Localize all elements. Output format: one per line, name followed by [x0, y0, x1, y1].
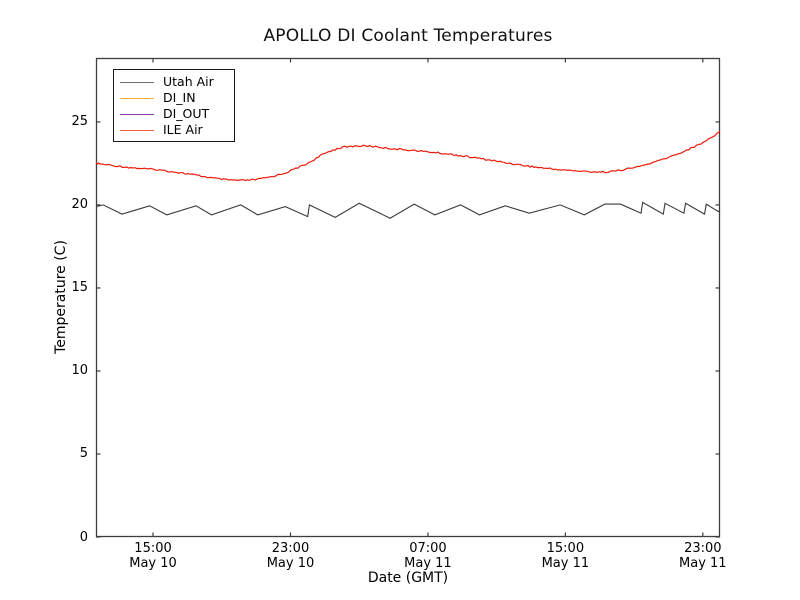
- y-tick-label: 10: [71, 363, 88, 379]
- legend-item-di-out: DI_OUT: [120, 106, 228, 122]
- x-tick-date: May 10: [266, 556, 315, 571]
- x-tick-date: May 11: [404, 556, 452, 571]
- legend-line-sample: [120, 97, 154, 99]
- legend-line-sample: [120, 113, 154, 115]
- chart-title: APOLLO DI Coolant Temperatures: [263, 26, 553, 46]
- x-tick-time: 23:00: [271, 541, 310, 556]
- plot-border: [95, 57, 721, 538]
- x-tick-date: May 10: [129, 556, 177, 571]
- x-tick-date: May 11: [679, 556, 727, 571]
- legend-line-sample: [120, 129, 154, 131]
- x-tick-time: 15:00: [546, 541, 585, 556]
- y-tick-label: 0: [79, 529, 88, 545]
- x-tick-time: 15:00: [134, 541, 172, 556]
- x-tick-time: 23:00: [684, 541, 722, 556]
- y-tick-label: 20: [71, 197, 88, 213]
- x-tick-time: 07:00: [409, 541, 447, 556]
- x-tick-label: 23:00 May 11: [658, 541, 748, 571]
- y-tick-label: 25: [71, 114, 88, 130]
- legend-item-ile-air: ILE Air: [120, 122, 228, 138]
- x-tick-label: 23:00 May 10: [245, 541, 335, 571]
- y-tick-label: 15: [71, 280, 88, 296]
- legend-label: DI_OUT: [163, 106, 210, 121]
- legend-item-utah-air: Utah Air: [120, 74, 228, 90]
- series-line-ile-air: [95, 130, 721, 182]
- legend-label: DI_IN: [163, 90, 196, 105]
- legend-line-sample: [120, 81, 154, 83]
- y-tick-label: 5: [79, 446, 88, 462]
- legend-label: ILE Air: [163, 122, 203, 137]
- legend-item-di-in: DI_IN: [120, 90, 228, 106]
- x-tick-date: May 11: [541, 556, 590, 571]
- legend-label: Utah Air: [163, 74, 214, 89]
- x-tick-label: 15:00 May 11: [520, 541, 610, 571]
- x-axis-label: Date (GMT): [367, 570, 449, 586]
- x-tick-label: 15:00 May 10: [108, 541, 198, 571]
- x-tick-label: 07:00 May 11: [383, 541, 473, 571]
- series-line-utah-air: [95, 201, 721, 219]
- y-axis-label: Temperature (C): [53, 240, 69, 354]
- legend: Utah Air DI_IN DI_OUT ILE Air: [113, 69, 235, 142]
